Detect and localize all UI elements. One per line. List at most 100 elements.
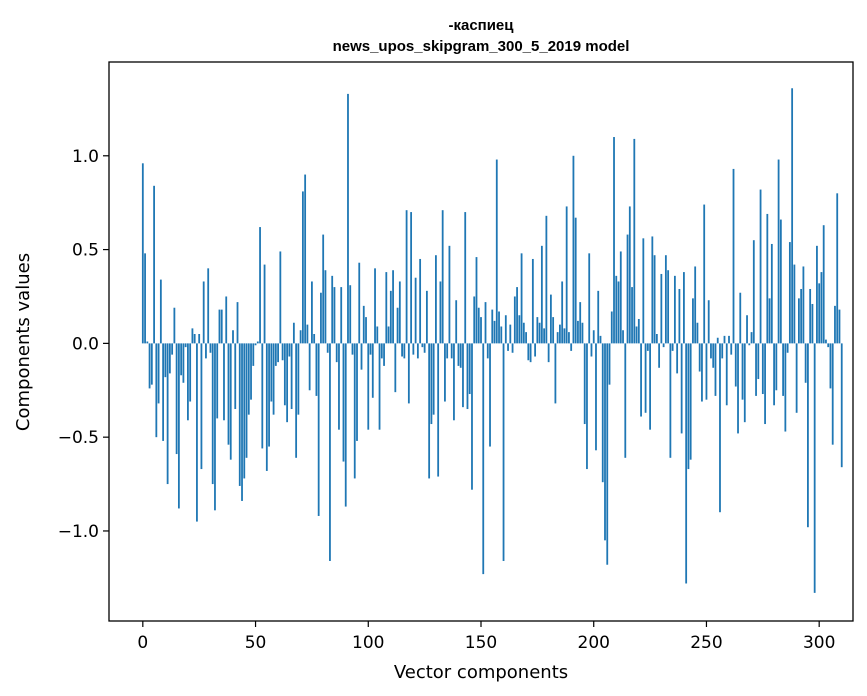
bar-component-126 [425,290,428,344]
bar-component-216 [628,206,631,344]
bar-component-296 [809,288,812,344]
bar-component-233 [667,270,670,344]
bar-component-304 [827,343,830,348]
bar-component-28 [205,343,207,359]
bar-component-273 [757,343,760,380]
bar-component-168 [520,253,523,344]
x-tick-label: 50 [245,633,267,653]
bar-component-81 [324,270,327,344]
bar-component-115 [401,343,403,357]
bar-component-62 [281,343,284,361]
bar-component-211 [617,281,620,344]
bar-component-310 [840,343,843,468]
bar-component-93 [351,343,354,355]
bar-component-170 [525,332,527,344]
bar-component-192 [574,217,577,344]
bar-component-200 [592,330,595,344]
bar-component-150 [480,317,482,344]
bar-component-16 [177,343,180,509]
bar-component-63 [283,343,286,406]
bar-component-46 [245,343,248,458]
bar-component-295 [807,343,809,528]
bar-component-182 [552,317,555,344]
bar-component-210 [615,275,618,344]
bar-component-146 [471,343,473,490]
bar-component-222 [642,238,645,344]
bar-component-220 [637,318,640,344]
bar-component-82 [326,343,329,353]
bar-component-237 [676,343,679,374]
bar-component-27 [202,281,205,344]
bar-component-239 [680,343,683,434]
bar-component-307 [834,305,836,344]
bar-component-283 [779,219,782,344]
bar-component-69 [297,343,300,415]
bar-component-299 [816,245,818,344]
bar-component-61 [279,251,282,344]
bar-component-251 [707,300,710,344]
bar-component-71 [301,191,304,344]
bar-component-255 [716,337,719,344]
bar-component-127 [428,343,431,479]
bar-component-228 [655,334,658,344]
bar-component-290 [795,343,798,413]
bar-component-301 [820,272,823,344]
bar-component-104 [376,326,379,344]
bar-component-249 [703,204,706,344]
bar-component-128 [430,343,433,425]
bar-component-275 [761,343,764,395]
bar-component-247 [698,343,701,372]
bar-component-191 [572,155,575,344]
bar-component-58 [272,343,275,415]
bar-component-78 [317,343,320,516]
bar-component-64 [286,343,289,423]
bar-component-102 [371,343,374,398]
bar-component-13 [171,343,174,355]
bar-component-51 [256,341,259,344]
bar-component-4 [150,343,153,385]
bar-component-32 [214,343,216,511]
bar-component-125 [423,343,426,353]
bar-component-246 [696,322,699,344]
bar-component-24 [196,343,198,522]
bar-component-162 [507,343,509,351]
bar-component-195 [581,322,584,344]
bar-component-92 [349,285,352,344]
bar-component-186 [561,281,564,344]
bar-component-40 [232,330,234,344]
bar-component-225 [649,343,651,430]
bar-component-260 [728,335,730,344]
bar-component-12 [168,343,171,374]
bar-component-54 [263,264,266,344]
bar-component-201 [595,343,597,451]
y-tick-label: −1.0 [58,522,99,542]
bar-component-80 [322,234,325,344]
bar-component-178 [543,328,546,344]
bar-component-223 [644,343,647,413]
bar-component-175 [536,317,539,344]
bar-component-204 [601,343,604,483]
bar-component-256 [719,343,721,513]
bar-component-300 [818,283,821,344]
bar-component-213 [622,330,624,344]
bar-component-155 [491,309,494,344]
bar-component-268 [746,315,748,344]
bar-component-156 [493,320,496,344]
bar-component-134 [444,343,446,402]
bar-component-263 [734,343,737,387]
bar-component-145 [468,343,471,395]
bar-component-22 [191,328,194,344]
y-tick-label: 1.0 [72,147,99,167]
bar-component-55 [265,343,268,471]
bar-component-291 [797,298,800,344]
bar-component-240 [683,272,685,344]
bar-component-257 [721,343,724,359]
bar-component-132 [439,281,442,344]
bar-component-89 [342,343,345,462]
bar-component-306 [831,343,834,445]
bar-component-45 [243,343,246,479]
chart-title-line1: -каспиец [448,17,514,34]
x-axis-label: Vector components [394,662,568,683]
bar-component-136 [448,245,451,344]
bar-component-231 [662,343,665,348]
